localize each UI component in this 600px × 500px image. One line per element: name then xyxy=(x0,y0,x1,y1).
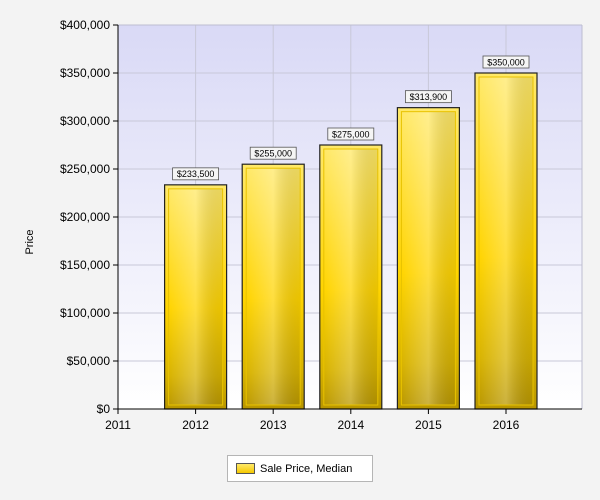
data-label-box xyxy=(404,90,452,104)
x-tick-label: 2012 xyxy=(182,418,209,432)
y-tick-label: $250,000 xyxy=(60,162,110,176)
y-tick-label: $0 xyxy=(97,402,111,416)
y-tick-label: $400,000 xyxy=(60,18,110,32)
y-tick-label: $350,000 xyxy=(60,66,110,80)
y-tick-label: $50,000 xyxy=(67,354,111,368)
data-label: $275,000 xyxy=(332,129,370,139)
bar-highlight xyxy=(323,148,379,406)
data-label: $255,000 xyxy=(254,149,292,159)
bar-highlight xyxy=(245,167,301,406)
data-label: $350,000 xyxy=(487,57,525,67)
x-tick-label: 2015 xyxy=(415,418,442,432)
bar-highlight xyxy=(168,188,224,406)
x-tick-label: 2016 xyxy=(493,418,520,432)
y-tick-label: $300,000 xyxy=(60,114,110,128)
x-tick-label: 2014 xyxy=(337,418,364,432)
data-label: $313,900 xyxy=(410,92,448,102)
y-axis-label: Price xyxy=(24,229,36,254)
x-tick-label: 2013 xyxy=(260,418,287,432)
x-tick-label: 2011 xyxy=(105,418,131,432)
y-tick-label: $100,000 xyxy=(60,306,110,320)
legend-label: Sale Price, Median xyxy=(260,462,353,475)
data-label: $233,500 xyxy=(177,169,215,179)
data-label-box xyxy=(327,127,375,141)
bar-highlight xyxy=(400,111,456,406)
legend: Sale Price, Median xyxy=(227,455,373,482)
legend-swatch xyxy=(236,463,255,474)
bar-highlight xyxy=(478,76,534,406)
data-label-box xyxy=(482,55,530,69)
data-label-box xyxy=(172,167,220,181)
y-tick-label: $200,000 xyxy=(60,210,110,224)
y-tick-label: $150,000 xyxy=(60,258,110,272)
data-label-box xyxy=(249,146,297,160)
